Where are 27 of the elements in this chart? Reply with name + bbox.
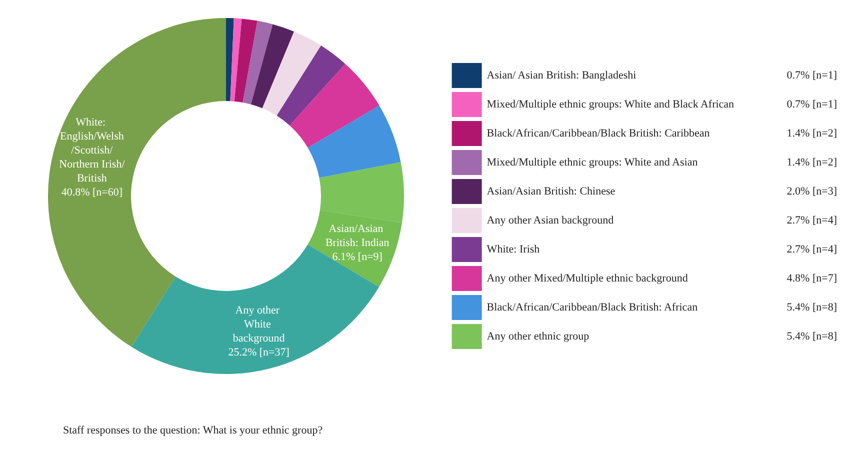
data-label: 0.7% [n=1] xyxy=(786,98,838,110)
legend-label: White: Irish xyxy=(486,244,540,256)
data-label: 40.8% [n=60] xyxy=(61,186,123,198)
data-label: 4.8% [n=7] xyxy=(786,272,838,284)
slice-label: White: English/Welsh/Scottish/Northern Irish/British xyxy=(59,116,126,184)
legend-label: Mixed/Multiple ethnic groups: White and Asian xyxy=(486,156,698,168)
data-label: 2.7% [n=4] xyxy=(786,244,838,256)
legend-label: Any other Mixed/Multiple ethnic background xyxy=(486,272,688,284)
data-label: 25.2% [n=37] xyxy=(228,346,290,359)
slice-label: Asian/Asian British: Indian xyxy=(325,222,390,249)
legend-label: Any other ethnic group xyxy=(486,330,590,342)
text: Staff responses to the question: What is your ethnic group? xyxy=(63,424,323,436)
data-label: 2.0% [n=3] xyxy=(786,186,838,198)
data-label: 2.7% [n=4] xyxy=(786,214,838,226)
data-label: 5.4% [n=8] xyxy=(786,330,838,342)
data-label: 6.1% [n=9] xyxy=(332,250,382,263)
data-label: 1.4% [n=2] xyxy=(786,128,838,140)
legend-label: Black/African/Caribbean/Black British: African xyxy=(486,302,698,314)
legend-label: Any other Asian background xyxy=(486,214,614,226)
data-label: 0.7% [n=1] xyxy=(786,70,838,82)
legend-label: Mixed/Multiple ethnic groups: White and Black African xyxy=(486,98,735,110)
slice-label: Any other White background xyxy=(232,304,286,345)
data-label: 1.4% [n=2] xyxy=(786,156,838,168)
legend-label: Asian/Asian British: Chinese xyxy=(486,186,616,198)
legend-label: Asian/ Asian British: Bangladeshi xyxy=(486,70,636,82)
data-label: 5.4% [n=8] xyxy=(786,302,838,314)
legend-label: Black/African/Caribbean/Black British: Caribbean xyxy=(486,128,710,140)
